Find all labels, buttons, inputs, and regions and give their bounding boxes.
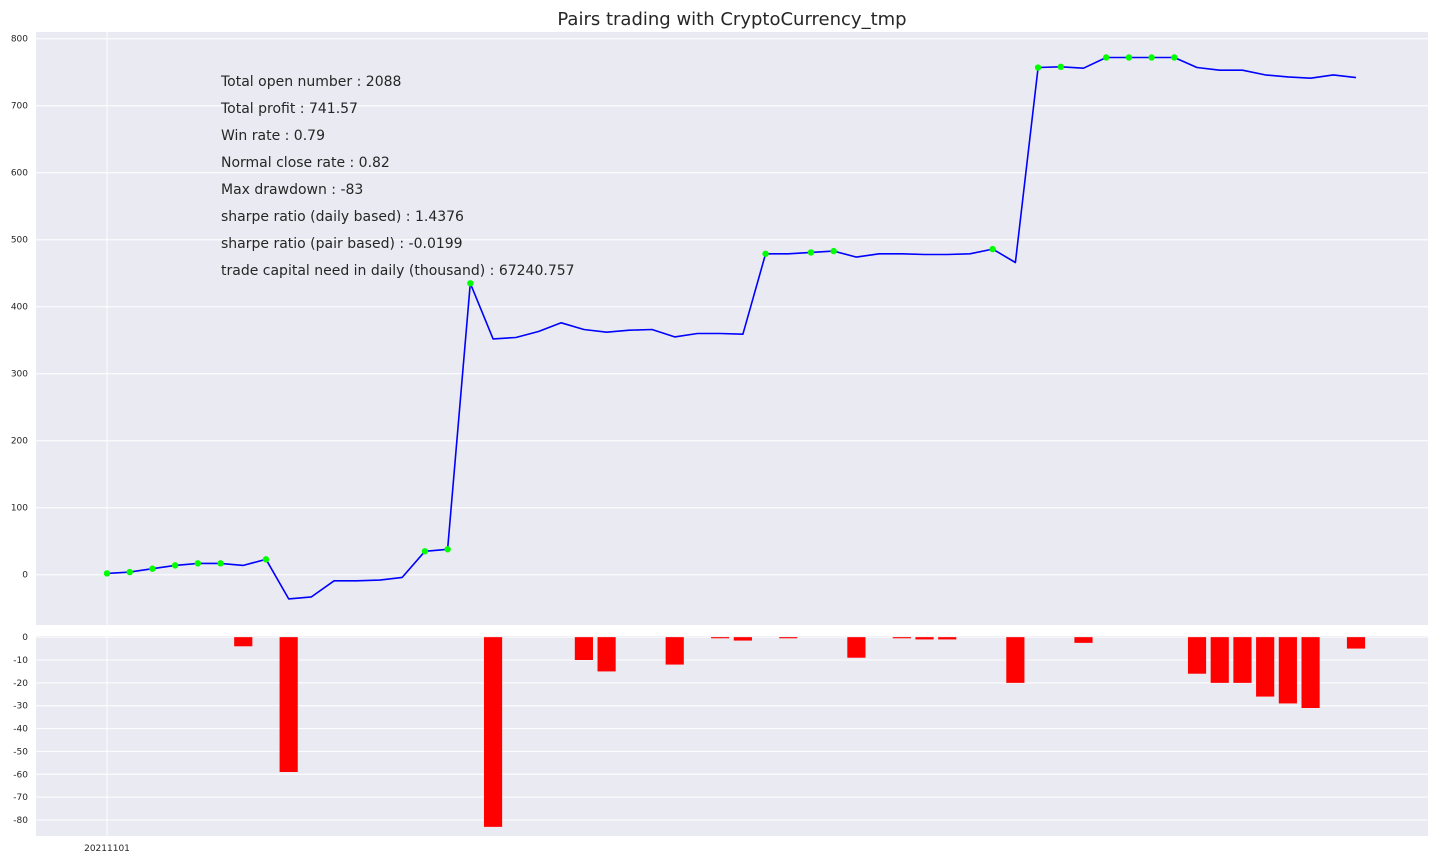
drawdown-bar (1210, 637, 1229, 683)
equity-curve-panel: 0 100 200 300 400 500 600 700 800 Total open numb… (11, 32, 1428, 625)
drawdown-bar (234, 637, 253, 647)
stat-annotation: trade capital need in daily (thousand) :… (221, 263, 575, 279)
bottom-y-tick-label: -60 (13, 770, 28, 780)
new-high-marker (1125, 54, 1133, 61)
bottom-y-tick-label: 0 (22, 633, 28, 643)
drawdown-bar (1233, 637, 1252, 683)
new-high-marker (467, 280, 474, 287)
new-high-marker (103, 570, 111, 577)
top-y-tick-label: 300 (11, 370, 28, 380)
drawdown-bar (665, 637, 684, 665)
new-high-marker (421, 548, 429, 555)
stat-annotation: sharpe ratio (daily based) : 1.4376 (221, 209, 464, 225)
drawdown-bar (711, 637, 730, 639)
top-y-tick-label: 600 (11, 169, 28, 179)
stat-annotation: Total open number : 2088 (220, 74, 401, 90)
drawdown-bar (733, 637, 752, 641)
drawdown-bar (938, 637, 957, 640)
new-high-marker (262, 556, 270, 563)
top-y-tick-label: 700 (11, 102, 28, 112)
new-high-marker (1171, 54, 1178, 61)
new-high-marker (444, 546, 451, 553)
new-high-marker (830, 247, 837, 255)
top-y-tick-label: 400 (11, 303, 28, 313)
new-high-marker (149, 565, 156, 572)
drawdown-bar (1074, 637, 1093, 643)
top-y-tick-label: 800 (11, 35, 28, 45)
chart-title: Pairs trading with CryptoCurrency_tmp (557, 9, 906, 30)
new-high-marker (1034, 64, 1042, 71)
new-high-marker (989, 245, 996, 253)
drawdown-bar-panel: 0 -10 -20 -30 -40 -50 -60 -70 -80 20211101 (13, 633, 1428, 854)
bottom-y-tick-label: -30 (13, 702, 28, 712)
equity-line (106, 56, 1357, 600)
new-high-marker (217, 560, 224, 567)
new-high-marker (762, 250, 769, 257)
top-plot-background (36, 32, 1428, 625)
bottom-y-tick-label: -50 (13, 747, 28, 757)
top-y-tick-label: 200 (11, 437, 28, 447)
drawdown-bar (1256, 637, 1275, 697)
top-y-tick-label: 0 (22, 571, 28, 581)
stat-annotation: sharpe ratio (pair based) : -0.0199 (221, 236, 463, 252)
new-high-marker (171, 562, 179, 569)
new-high-marker (1103, 54, 1110, 61)
stat-annotation: Win rate : 0.79 (221, 128, 325, 144)
drawdown-bar (1346, 637, 1366, 649)
bottom-y-tick-label: -20 (13, 679, 28, 689)
top-y-tick-label: 500 (11, 236, 28, 246)
drawdown-bar (779, 637, 798, 639)
drawdown-bar (279, 637, 298, 772)
drawdown-bar (483, 637, 503, 827)
new-high-marker (1057, 63, 1064, 71)
stat-annotation: Normal close rate : 0.82 (221, 155, 390, 171)
new-high-marker (126, 568, 133, 576)
drawdown-bar (1006, 637, 1025, 683)
bottom-y-tick-label: -40 (13, 725, 28, 735)
stat-annotation: Max drawdown : -83 (221, 182, 363, 198)
bottom-y-tick-label: -80 (13, 816, 28, 826)
drawdown-bar (847, 637, 866, 658)
top-y-tick-label: 100 (11, 504, 28, 514)
drawdown-bar (892, 637, 911, 639)
new-high-marker (1148, 54, 1155, 61)
new-high-marker (807, 249, 815, 256)
stat-annotation: Total profit : 741.57 (220, 101, 358, 117)
drawdown-bar (915, 637, 934, 640)
drawdown-bar (1187, 637, 1207, 674)
bottom-y-tick-label: -10 (13, 656, 28, 666)
x-tick-label: 20211101 (84, 844, 130, 854)
new-high-marker (194, 560, 202, 567)
drawdown-bar (597, 637, 616, 672)
drawdown-bar (574, 637, 593, 660)
drawdown-bar (1278, 637, 1297, 704)
bottom-y-tick-label: -70 (13, 793, 28, 803)
drawdown-bar (1301, 637, 1320, 708)
